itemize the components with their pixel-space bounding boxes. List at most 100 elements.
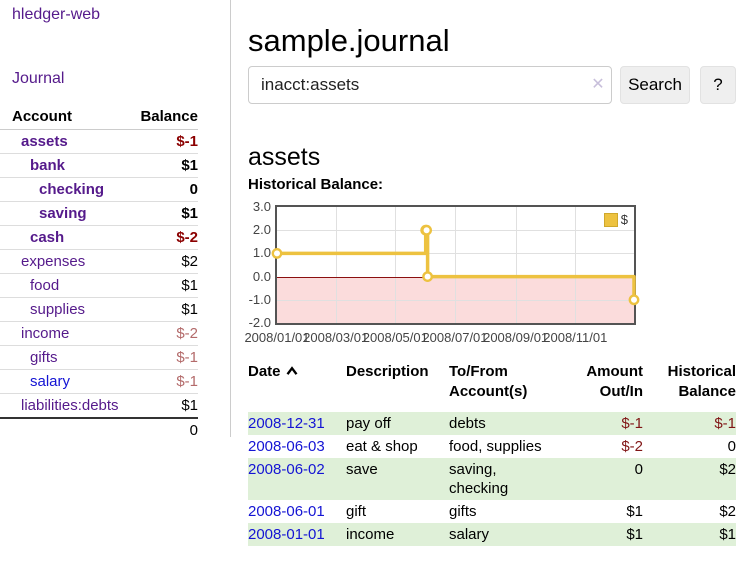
- account-link[interactable]: expenses: [21, 253, 86, 270]
- register-header-date[interactable]: Date: [248, 362, 346, 412]
- register-header-description: Description: [346, 363, 429, 380]
- account-balance: $-1: [133, 369, 198, 394]
- search-input[interactable]: [248, 66, 612, 104]
- sidebar-item-journal[interactable]: Journal: [12, 70, 65, 87]
- help-button[interactable]: ?: [700, 66, 736, 104]
- y-axis-tick-label: -1.0: [248, 291, 271, 307]
- account-row: supplies $1: [0, 297, 198, 322]
- balance-line-series: [271, 224, 640, 306]
- data-point: [628, 294, 640, 306]
- account-row: saving $1: [0, 201, 198, 226]
- search-form: ✕ Search ?: [248, 66, 736, 104]
- transaction-accounts: saving, checking: [449, 461, 509, 497]
- transaction-date-link[interactable]: 2008-06-02: [248, 461, 325, 478]
- page-title: sample.journal: [248, 22, 450, 58]
- transaction-description: income: [346, 526, 395, 543]
- account-row: food $1: [0, 273, 198, 298]
- register-row: 2008-06-01 gift gifts $1 $2: [248, 500, 736, 523]
- x-axis-tick-label: 2008/03/01: [303, 330, 369, 345]
- account-row: income $-2: [0, 321, 198, 346]
- chart-plot: $: [271, 205, 640, 325]
- account-balance: $-1: [133, 345, 198, 370]
- transaction-description: eat & shop: [346, 438, 418, 455]
- accounts-header-balance: Balance: [133, 106, 198, 130]
- account-link[interactable]: gifts: [30, 349, 58, 366]
- account-balance: $1: [133, 273, 198, 298]
- transaction-date-link[interactable]: 2008-06-03: [248, 438, 325, 455]
- gridline: [277, 230, 634, 231]
- register-row: 2008-01-01 income salary $1 $1: [248, 523, 736, 546]
- account-link[interactable]: assets: [21, 133, 68, 150]
- accounts-table: Account Balance assets $-1 bank $1 check…: [0, 106, 198, 442]
- account-row: bank $1: [0, 153, 198, 178]
- register-header-accounts: To/From Account(s): [449, 363, 528, 400]
- balance-chart: $ 3.0 2.0 1.0 0.0 -1.0 -2.0 2008/01/01 2008/03/…: [244, 199, 736, 346]
- y-axis-tick-label: 3.0: [252, 199, 271, 214]
- transaction-balance: $-1: [714, 415, 736, 432]
- account-balance: $1: [133, 393, 198, 418]
- transaction-date-link[interactable]: 2008-06-01: [248, 503, 325, 520]
- data-point: [422, 271, 434, 283]
- y-axis-tick-label: 1.0: [252, 245, 271, 261]
- account-link[interactable]: income: [21, 325, 70, 342]
- legend-swatch-icon: [603, 212, 618, 227]
- accounts-header-account: Account: [0, 106, 134, 130]
- transaction-accounts: food, supplies: [449, 438, 542, 455]
- accounts-total-row: 0: [0, 417, 198, 442]
- account-balance: $-1: [176, 133, 198, 150]
- account-row: cash $-2: [0, 225, 198, 250]
- y-axis-tick-label: -2.0: [248, 315, 271, 330]
- transaction-balance: $2: [719, 503, 736, 520]
- transaction-amount: $1: [626, 526, 643, 543]
- register-table-body: 2008-12-31 pay off debts $-1 $-1 2008-06…: [248, 412, 736, 546]
- transaction-accounts: gifts: [449, 503, 477, 520]
- account-balance: 0: [133, 177, 198, 202]
- sort-asc-icon: [286, 362, 298, 382]
- account-balance: $1: [133, 297, 198, 322]
- transaction-date-link[interactable]: 2008-12-31: [248, 415, 325, 432]
- accounts-total: 0: [133, 417, 198, 442]
- x-axis-tick-label: 2008/07/01: [422, 330, 488, 345]
- account-link[interactable]: bank: [30, 157, 66, 174]
- gridline: [277, 300, 634, 301]
- account-balance: $1: [133, 201, 198, 226]
- account-balance: $1: [133, 153, 198, 178]
- x-axis-tick-label: 2008/11/01: [543, 330, 608, 345]
- x-axis-tick-label: 2008/05/01: [362, 330, 428, 345]
- account-heading: assets: [248, 142, 321, 171]
- account-balance: $-2: [133, 321, 198, 346]
- register-row: 2008-06-03 eat & shop food, supplies $-2…: [248, 435, 736, 458]
- gridline: [395, 207, 396, 323]
- transaction-date-link[interactable]: 2008-01-01: [248, 526, 325, 543]
- account-link[interactable]: cash: [30, 229, 65, 246]
- search-button[interactable]: Search: [620, 66, 690, 104]
- account-row: expenses $2: [0, 249, 198, 274]
- account-row: assets $-1: [0, 130, 198, 154]
- account-link[interactable]: food: [30, 277, 60, 294]
- transaction-amount: $1: [626, 503, 643, 520]
- transaction-accounts: debts: [449, 415, 486, 432]
- app-title-link[interactable]: hledger-web: [12, 6, 101, 23]
- gridline: [455, 207, 456, 323]
- sidebar: hledger-web Journal Account Balance asse…: [0, 0, 231, 442]
- chart-legend: $: [601, 211, 630, 228]
- y-axis-tick-label: 2.0: [252, 222, 271, 238]
- clear-search-icon[interactable]: ✕: [591, 76, 605, 93]
- account-link[interactable]: checking: [39, 181, 105, 198]
- legend-label: $: [620, 212, 628, 227]
- account-link[interactable]: saving: [39, 205, 87, 222]
- main-content: sample.journal ✕ Search ? assets Histori…: [244, 0, 736, 582]
- transaction-accounts: salary: [449, 526, 490, 543]
- transaction-amount: $-2: [621, 438, 643, 455]
- transaction-description: pay off: [346, 415, 391, 432]
- account-balance: $-2: [133, 225, 198, 250]
- data-point: [271, 248, 283, 259]
- y-axis-tick-label: 0.0: [252, 268, 271, 284]
- gridline: [336, 207, 337, 323]
- account-link[interactable]: salary: [30, 373, 71, 390]
- account-link[interactable]: supplies: [30, 301, 86, 318]
- gridline: [575, 207, 576, 323]
- account-link[interactable]: liabilities:debts: [21, 397, 119, 414]
- x-axis-tick-label: 2008/09/01: [483, 330, 549, 345]
- gridline: [277, 253, 634, 254]
